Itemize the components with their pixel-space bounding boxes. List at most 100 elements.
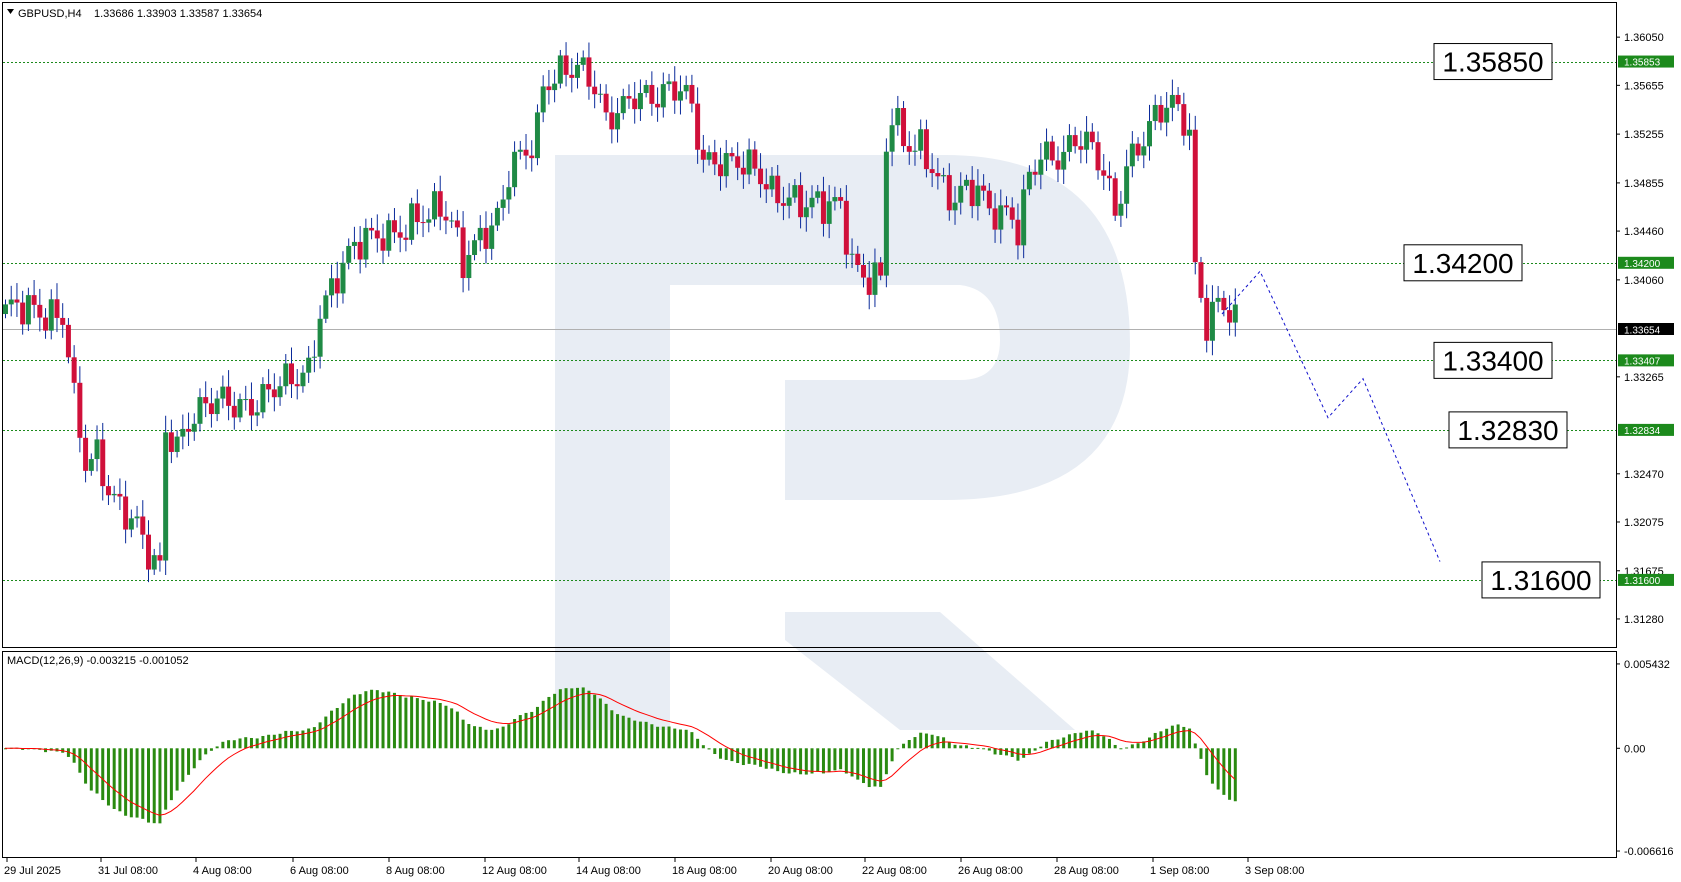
- candle-body: [357, 241, 363, 260]
- macd-bar: [444, 705, 448, 749]
- candle: [1021, 174, 1027, 259]
- macd-bar: [570, 688, 574, 749]
- candle-body: [655, 103, 661, 108]
- candle: [758, 153, 764, 198]
- macd-bar: [421, 699, 425, 749]
- macd-bar: [118, 748, 122, 812]
- candle-body: [786, 197, 792, 206]
- candle: [271, 373, 277, 412]
- candle: [226, 370, 232, 421]
- candle: [809, 185, 815, 219]
- candle-body: [1152, 104, 1158, 122]
- macd-panel[interactable]: [4, 687, 1237, 824]
- candle: [1032, 159, 1038, 186]
- candle: [311, 340, 317, 373]
- candle: [1004, 196, 1009, 216]
- level-badge: [1618, 423, 1674, 436]
- candle-body: [157, 555, 163, 561]
- time-tick-label: 1 Sep 08:00: [1150, 865, 1209, 877]
- candle: [969, 166, 975, 219]
- macd-bar: [347, 698, 351, 749]
- macd-bar: [638, 721, 642, 749]
- candle: [1049, 135, 1055, 166]
- candle-body: [792, 185, 798, 198]
- macd-label: MACD(12,26,9) -0.003215 -0.001052: [7, 655, 189, 667]
- macd-bar: [261, 735, 265, 749]
- candle-body: [689, 84, 695, 104]
- macd-bar: [438, 703, 442, 749]
- price-tick-label: 1.32470: [1624, 469, 1664, 481]
- candle-body: [517, 149, 523, 152]
- candle: [746, 138, 752, 185]
- macd-bar: [318, 722, 322, 749]
- level-badge-text: 1.32834: [1624, 426, 1661, 437]
- candle-body: [632, 98, 638, 110]
- candle-body: [186, 428, 192, 432]
- candle-body: [592, 86, 598, 95]
- candle-body: [981, 185, 987, 191]
- macd-bar: [827, 748, 831, 773]
- macd-bar: [970, 747, 974, 749]
- candle: [815, 184, 821, 204]
- candle-body: [117, 493, 123, 497]
- candle: [1055, 146, 1061, 183]
- macd-bar: [272, 734, 276, 749]
- candle: [912, 134, 918, 166]
- macd-bar: [467, 723, 471, 749]
- macd-bar: [804, 748, 808, 775]
- candle-body: [843, 200, 849, 255]
- candle: [998, 189, 1004, 244]
- candle-body: [226, 386, 232, 406]
- candle: [454, 209, 460, 237]
- candle: [1095, 131, 1101, 180]
- candle-body: [620, 96, 626, 114]
- macd-bar: [375, 690, 379, 749]
- candle: [683, 75, 689, 100]
- candle-body: [712, 152, 718, 165]
- macd-bar: [381, 692, 385, 749]
- candle-body: [1198, 262, 1204, 298]
- candle-body: [695, 103, 701, 150]
- candle-body: [700, 149, 706, 160]
- candle-body: [826, 201, 832, 224]
- candle: [786, 183, 792, 219]
- candle-body: [3, 304, 8, 315]
- macd-bar: [278, 733, 282, 749]
- candle-body: [958, 185, 964, 203]
- macd-bar: [164, 748, 168, 810]
- collapse-triangle-icon[interactable]: [7, 9, 14, 14]
- level-badge: [1618, 55, 1674, 68]
- macd-bar: [896, 748, 900, 750]
- candle-body: [71, 357, 77, 383]
- candle-body: [643, 84, 649, 94]
- candle: [369, 217, 375, 240]
- candle: [872, 248, 878, 308]
- macd-bar: [1222, 748, 1226, 795]
- macd-bar: [1005, 748, 1008, 756]
- main-chart-area[interactable]: [3, 62, 1616, 581]
- candle: [517, 140, 523, 160]
- candle-body: [1118, 203, 1124, 216]
- macd-bar: [558, 689, 562, 749]
- macd-bar: [610, 710, 614, 749]
- candle: [620, 88, 626, 120]
- macd-bar: [238, 738, 242, 749]
- candle: [981, 174, 987, 201]
- candle: [151, 548, 157, 575]
- candle-body: [523, 149, 529, 156]
- candle: [540, 75, 546, 123]
- candle: [306, 345, 312, 383]
- candle-body: [323, 295, 329, 319]
- macd-bar: [307, 728, 311, 749]
- candle: [883, 138, 889, 288]
- candle-body: [534, 112, 540, 159]
- candle: [866, 261, 872, 310]
- candle: [923, 119, 929, 178]
- candle: [826, 185, 832, 239]
- candle-body: [191, 423, 197, 432]
- price-tick-label: 1.31280: [1624, 614, 1664, 626]
- candle-body: [557, 55, 563, 84]
- macd-bar: [850, 748, 854, 777]
- candle-body: [603, 93, 609, 113]
